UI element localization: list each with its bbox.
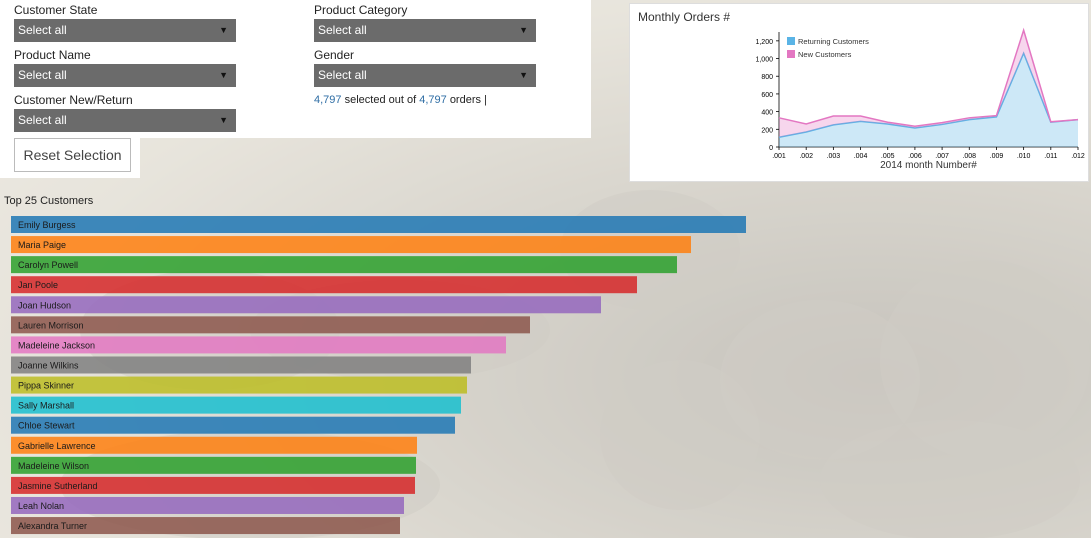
- x-tick-label: .012: [1071, 153, 1085, 160]
- y-tick-label: 1,000: [755, 57, 773, 64]
- x-tick-label: .004: [854, 153, 868, 160]
- monthly-orders-chart: 0 200 400 600 800 1,000 1,200 .001 .002 .003 .004.…: [755, 27, 1085, 171]
- chevron-down-icon: ▼: [219, 115, 228, 125]
- product-category-value: Select all: [318, 23, 367, 37]
- x-tick-label: .011: [1044, 153, 1057, 160]
- product-name-label: Product Name: [14, 48, 91, 62]
- y-tick-label: 800: [761, 74, 773, 81]
- customer-bar[interactable]: [11, 336, 506, 354]
- customer-state-value: Select all: [18, 23, 67, 37]
- customer-state-label: Customer State: [14, 3, 98, 17]
- customer-bar-label: Leah Nolan: [18, 501, 64, 511]
- customer-bar[interactable]: [11, 416, 455, 434]
- customer-bar-label: Emily Burgess: [18, 220, 76, 230]
- customer-bar[interactable]: [11, 216, 746, 233]
- customer-bar[interactable]: [11, 436, 417, 454]
- product-category-label: Product Category: [314, 3, 408, 17]
- y-tick-label: 1,200: [755, 39, 773, 46]
- customer-bar[interactable]: [11, 456, 416, 474]
- chevron-down-icon: ▼: [519, 70, 528, 80]
- gender-label: Gender: [314, 48, 355, 62]
- customer-bar-label: Joan Hudson: [18, 300, 71, 310]
- new-customers-legend-label: New Customers: [798, 50, 852, 59]
- monthly-orders-panel: Monthly Orders # 0 200 400 600 800 1,000 1,200…: [629, 3, 1089, 182]
- customer-bar-label: Gabrielle Lawrence: [18, 441, 96, 451]
- customer-bar[interactable]: [11, 396, 461, 414]
- selection-count: 4,797 selected out of 4,797 orders |: [314, 94, 487, 106]
- customer-new-return-label: Customer New/Return: [14, 93, 133, 107]
- customer-bar[interactable]: [11, 517, 400, 535]
- returning-customers-legend-swatch: [787, 37, 795, 45]
- customer-bar[interactable]: [11, 256, 677, 274]
- customer-bar-label: Madeleine Jackson: [18, 340, 95, 350]
- x-tick-label: .010: [1017, 153, 1031, 160]
- y-tick-label: 0: [769, 145, 773, 152]
- customer-bar[interactable]: [11, 376, 467, 394]
- product-name-select[interactable]: Select all ▼: [14, 64, 236, 87]
- selected-count: 4,797: [314, 94, 342, 106]
- new-customers-legend-swatch: [787, 50, 795, 58]
- customer-bar[interactable]: [11, 236, 691, 254]
- gender-value: Select all: [318, 68, 367, 82]
- new-customers-area: [779, 30, 1078, 138]
- customer-bar-label: Lauren Morrison: [18, 320, 84, 330]
- customer-bar[interactable]: [11, 356, 471, 374]
- customer-bar-label: Alexandra Turner: [18, 521, 87, 531]
- product-name-value: Select all: [18, 68, 67, 82]
- new-customers-line: [778, 27, 1079, 127]
- returning-customers-line: [778, 51, 1079, 139]
- customer-bar-label: Chloe Stewart: [18, 421, 75, 431]
- chart-axes: 0 200 400 600 800 1,000 1,200 .001 .002 .003 .004.…: [755, 32, 1085, 171]
- customer-bar-label: Maria Paige: [18, 240, 66, 250]
- returning-customers-legend-label: Returning Customers: [798, 37, 869, 46]
- monthly-orders-title: Monthly Orders #: [638, 10, 731, 24]
- customer-bar[interactable]: [11, 476, 415, 494]
- chevron-down-icon: ▼: [219, 70, 228, 80]
- reset-selection-button[interactable]: Reset Selection: [14, 138, 131, 172]
- customer-new-return-select[interactable]: Select all ▼: [14, 109, 236, 132]
- customer-bar[interactable]: [11, 316, 530, 334]
- y-tick-label: 200: [761, 127, 773, 134]
- filter-panel: Customer State Select all ▼ Product Name…: [0, 0, 591, 138]
- product-category-select[interactable]: Select all ▼: [314, 19, 536, 42]
- gender-select[interactable]: Select all ▼: [314, 64, 536, 87]
- x-tick-label: .001: [772, 153, 786, 160]
- x-tick-label: .002: [799, 153, 813, 160]
- x-tick-label: .009: [990, 153, 1004, 160]
- y-tick-label: 400: [761, 110, 773, 117]
- customer-bar-label: Jan Poole: [18, 280, 58, 290]
- returning-customers-area: [779, 53, 1078, 147]
- customer-new-return-value: Select all: [18, 113, 67, 127]
- customer-bar-label: Pippa Skinner: [18, 381, 74, 391]
- customer-bar-label: Carolyn Powell: [18, 260, 78, 270]
- customer-bar-label: Joanne Wilkins: [18, 360, 79, 370]
- x-tick-label: .005: [881, 153, 895, 160]
- customer-bar[interactable]: [11, 276, 637, 294]
- customer-bar[interactable]: [11, 296, 601, 314]
- customer-bar-label: Jasmine Sutherland: [18, 481, 98, 491]
- x-tick-label: .003: [827, 153, 841, 160]
- x-tick-label: .006: [908, 153, 922, 160]
- x-axis-label: 2014 month Number#: [880, 160, 977, 171]
- selected-mid-text: selected out of: [344, 94, 417, 106]
- chevron-down-icon: ▼: [219, 25, 228, 35]
- customer-bar-label: Sally Marshall: [18, 401, 74, 411]
- top-customers-title: Top 25 Customers: [4, 195, 94, 207]
- x-tick-label: .007: [935, 153, 949, 160]
- customer-state-select[interactable]: Select all ▼: [14, 19, 236, 42]
- total-count: 4,797: [419, 94, 447, 106]
- customer-bar-label: Madeleine Wilson: [18, 461, 89, 471]
- selected-suffix-text: orders |: [449, 94, 487, 106]
- x-tick-label: .008: [962, 153, 976, 160]
- chevron-down-icon: ▼: [519, 25, 528, 35]
- y-tick-label: 600: [761, 92, 773, 99]
- customer-bar[interactable]: [11, 496, 404, 514]
